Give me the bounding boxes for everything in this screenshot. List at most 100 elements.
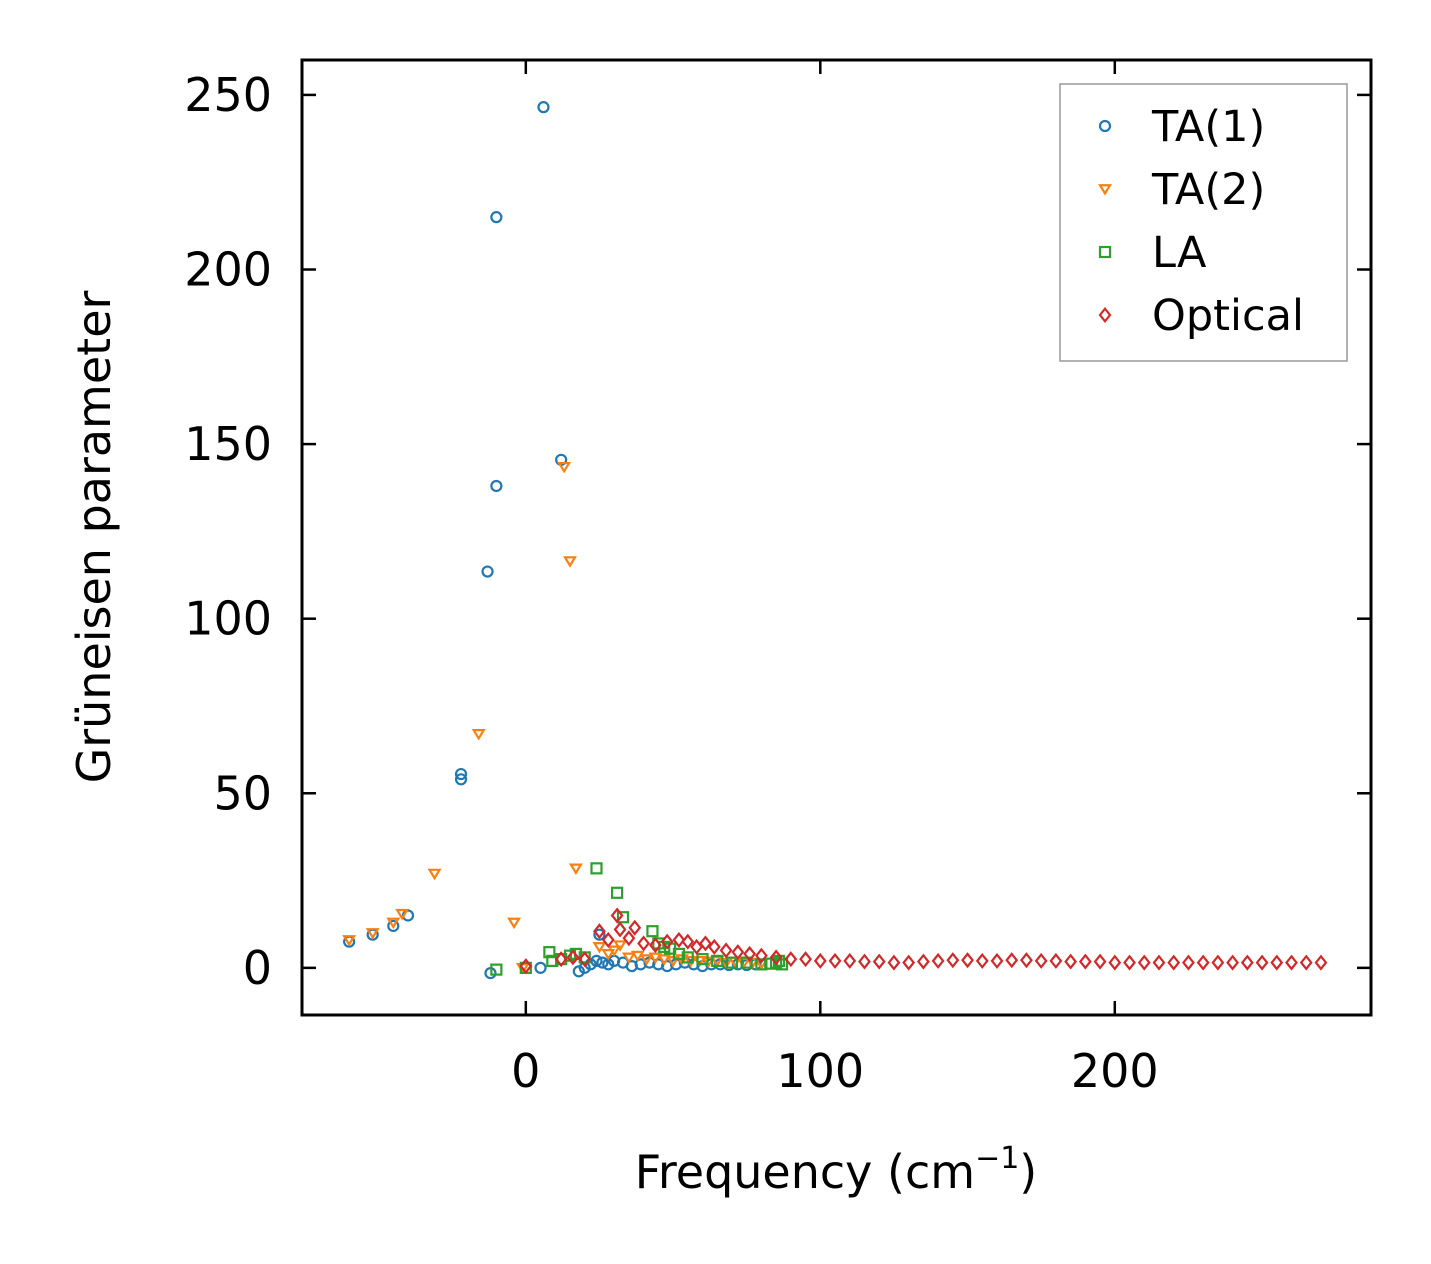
data-point — [1167, 954, 1181, 971]
data-point — [1182, 954, 1195, 971]
legend-marker — [1098, 119, 1112, 133]
data-point — [916, 953, 930, 970]
data-point — [630, 950, 645, 963]
data-point — [931, 952, 945, 969]
data-point — [490, 211, 503, 224]
data-point — [990, 952, 1004, 969]
x-tick-label: 200 — [1071, 1044, 1159, 1098]
data-point — [471, 729, 486, 741]
data-point — [799, 951, 812, 968]
data-point — [519, 958, 533, 975]
data-point — [784, 951, 798, 968]
data-point — [1314, 954, 1328, 971]
data-point — [543, 946, 556, 959]
x-axis-title: Frequency (cm−1) — [635, 1141, 1038, 1199]
y-tick-label: 250 — [184, 68, 272, 122]
data-point — [743, 945, 757, 962]
data-point — [672, 931, 686, 948]
y-tick-label: 0 — [243, 941, 272, 995]
data-point — [611, 886, 624, 899]
data-point — [731, 944, 745, 961]
data-point — [590, 954, 603, 967]
legend-label: TA(2) — [1151, 165, 1265, 215]
data-point — [490, 479, 503, 493]
data-point — [1078, 953, 1092, 970]
data-point — [1123, 954, 1136, 971]
data-point — [637, 935, 651, 952]
data-point — [946, 952, 960, 969]
data-point — [568, 863, 583, 875]
data-point — [622, 930, 636, 947]
legend-label: Optical — [1152, 291, 1304, 341]
legend-label: TA(1) — [1151, 102, 1265, 152]
data-point — [601, 949, 616, 961]
legend-entry: TA(1) — [1098, 102, 1265, 152]
data-point — [601, 931, 615, 948]
y-tick-label: 200 — [184, 243, 272, 297]
data-point — [386, 917, 401, 930]
data-point — [1093, 953, 1107, 970]
data-point — [1196, 954, 1210, 971]
legend-entry: TA(2) — [1098, 165, 1265, 215]
data-point — [828, 952, 842, 969]
data-point — [1137, 954, 1151, 971]
data-point — [1211, 954, 1225, 971]
data-point — [639, 954, 654, 966]
data-point — [610, 907, 624, 924]
y-tick-label: 50 — [213, 766, 272, 820]
legend-entry: Optical — [1098, 291, 1304, 341]
data-point — [628, 919, 642, 936]
data-point — [454, 773, 468, 786]
y-axis-title: Grüneisen parameter — [67, 290, 121, 783]
data-point — [648, 937, 662, 954]
data-point — [1020, 952, 1033, 969]
data-point — [554, 951, 568, 968]
data-point — [710, 956, 725, 968]
data-point — [813, 952, 827, 969]
data-point — [621, 952, 636, 965]
data-point — [593, 928, 606, 941]
data-point — [596, 956, 609, 969]
data-point — [707, 938, 721, 955]
x-tick-label: 0 — [511, 1044, 540, 1098]
ticks-layer: 0 100 200 0 50 100 150 200 250 — [184, 60, 1371, 1098]
x-tick-label: 100 — [776, 1044, 864, 1098]
data-point — [387, 919, 400, 933]
data-point — [454, 767, 468, 781]
data-point — [725, 956, 739, 969]
data-point — [613, 940, 628, 952]
data-point — [613, 921, 627, 938]
data-point — [696, 953, 709, 966]
data-point — [1005, 952, 1019, 969]
data-point — [1034, 952, 1048, 969]
data-point — [1285, 954, 1298, 971]
data-point — [593, 923, 606, 940]
data-point — [607, 945, 622, 958]
data-point — [590, 862, 603, 875]
legend-entry: LA — [1098, 228, 1207, 278]
data-point — [660, 933, 674, 950]
data-point — [1152, 954, 1166, 971]
data-point — [872, 953, 886, 970]
data-point — [657, 954, 672, 966]
data-point — [1108, 954, 1122, 971]
legend-marker — [1098, 184, 1112, 196]
data-point — [481, 565, 494, 578]
data-point — [1064, 953, 1078, 970]
legend: TA(1) TA(2) LA Optical — [1059, 83, 1348, 362]
data-point — [1049, 952, 1063, 969]
data-point — [537, 101, 550, 114]
data-point — [563, 556, 577, 568]
data-point — [557, 461, 572, 474]
data-point — [1299, 954, 1313, 971]
data-point — [646, 925, 659, 938]
data-point — [719, 942, 733, 959]
series-optical — [519, 907, 1328, 975]
data-point — [975, 952, 989, 969]
data-point — [858, 953, 871, 970]
data-point — [961, 952, 974, 969]
data-point — [507, 917, 521, 930]
data-point — [534, 961, 547, 974]
data-point — [754, 947, 768, 964]
